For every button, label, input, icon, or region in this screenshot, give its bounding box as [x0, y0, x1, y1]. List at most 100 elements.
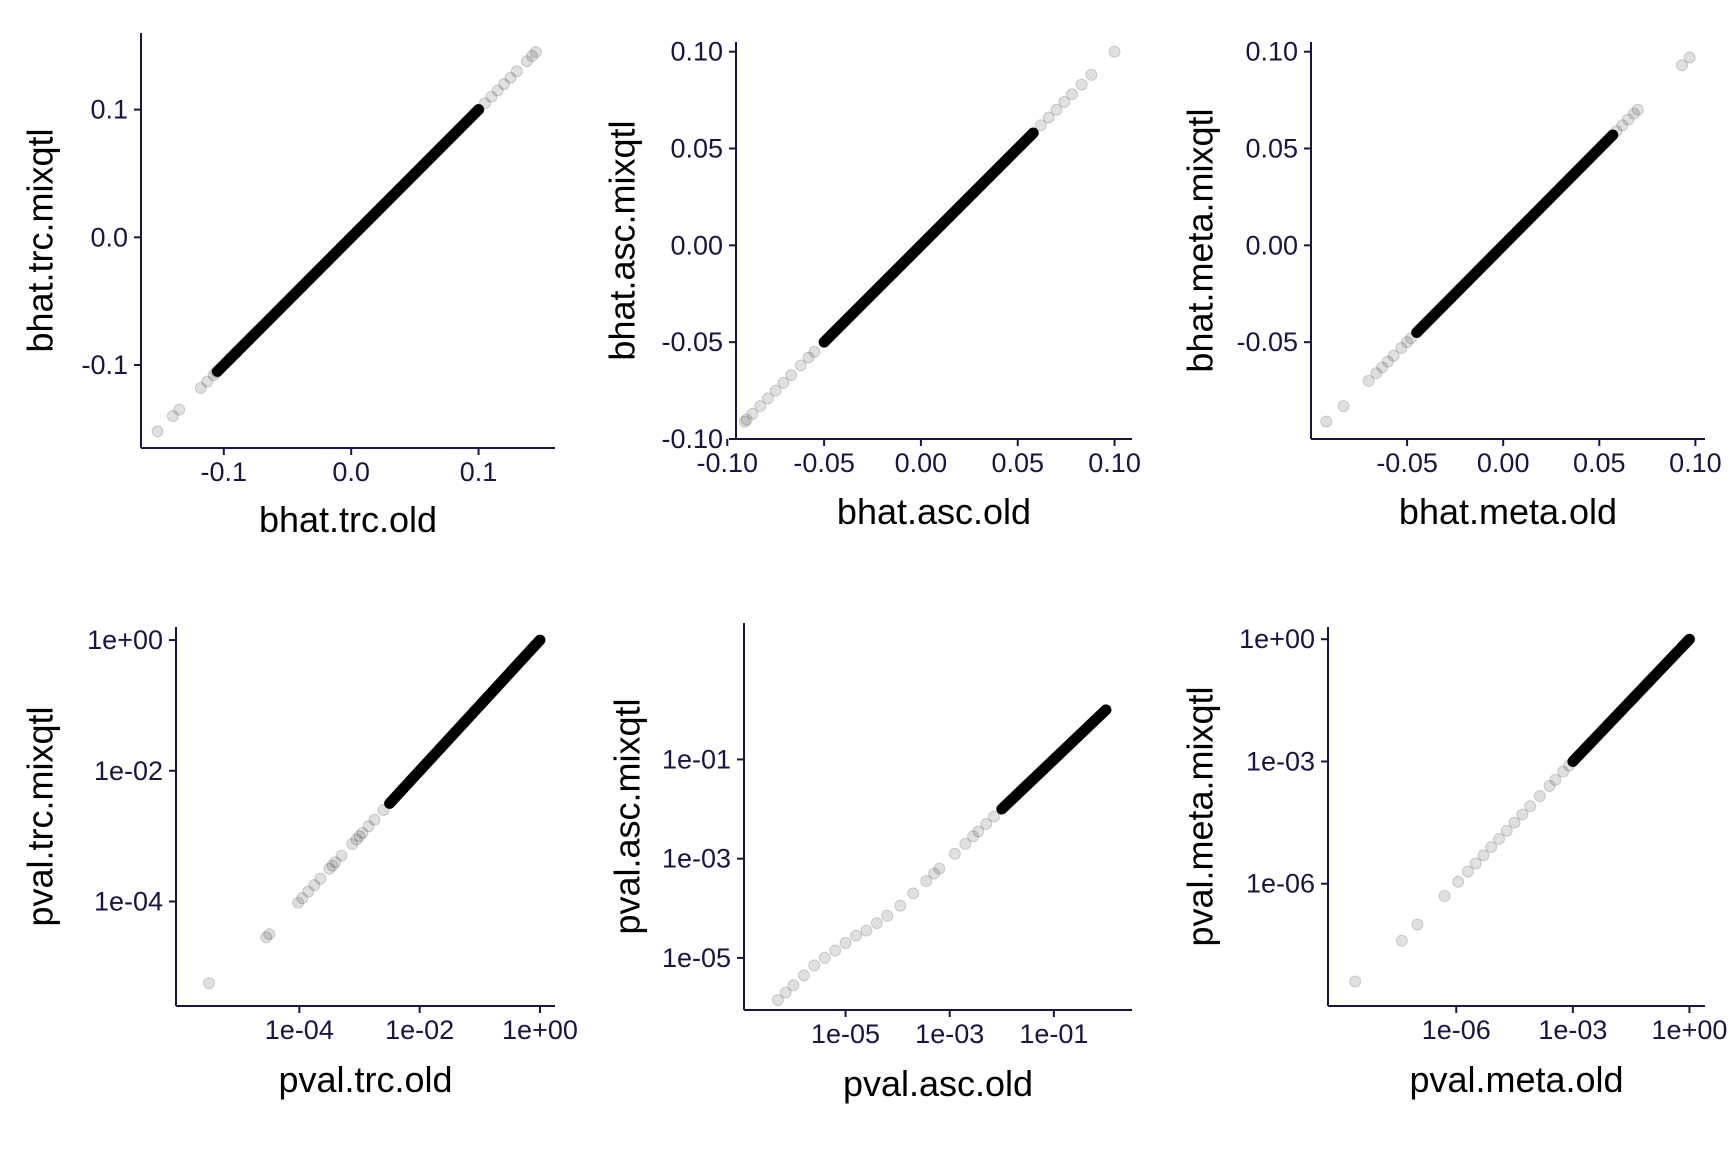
data-point — [1683, 51, 1696, 64]
data-point — [302, 885, 315, 898]
data-point — [1627, 107, 1640, 120]
x-tick-label: 0.00 — [1477, 448, 1530, 478]
data-point — [353, 830, 366, 843]
y-tick-label: 0.00 — [1245, 230, 1298, 260]
y-tick-label: -0.1 — [81, 350, 128, 380]
data-point — [1058, 96, 1071, 109]
data-point — [350, 833, 363, 846]
x-axis-title: bhat.meta.old — [1399, 491, 1617, 532]
x-tick-label: 0.00 — [895, 448, 948, 478]
y-tick-label: 1e-02 — [94, 756, 163, 786]
points-group — [1320, 51, 1696, 428]
data-point — [520, 55, 533, 68]
scatter-panel-5: 1e-05 1e-03 1e-01 1e-05 1e-03 1e-01 pval.asc.o… — [607, 623, 1132, 1104]
dense-points-band — [211, 104, 485, 377]
data-point — [201, 375, 214, 388]
data-point — [1616, 119, 1629, 132]
data-point — [881, 909, 894, 922]
data-point — [1381, 355, 1394, 368]
data-point — [761, 392, 774, 405]
scatter-panel-3: -0.05 0.00 0.05 0.10 -0.05 0.00 0.05 0.10 bhat.m… — [1180, 37, 1722, 532]
y-tick-label: 1e-03 — [662, 844, 731, 874]
data-point — [362, 820, 375, 833]
data-point — [329, 856, 342, 869]
data-point — [948, 847, 961, 860]
data-point — [314, 872, 327, 885]
data-point — [1362, 374, 1375, 387]
x-tick-label: -0.1 — [201, 457, 248, 487]
y-tick-label: 0.1 — [90, 95, 128, 125]
y-tick-label: 1e-05 — [662, 943, 731, 973]
y-tick-label: 0.10 — [670, 37, 723, 67]
points-group — [771, 704, 1112, 1007]
data-point — [1411, 918, 1424, 931]
data-point — [1337, 400, 1350, 413]
data-point — [870, 917, 883, 930]
data-point — [1075, 78, 1088, 91]
data-point — [368, 813, 381, 826]
scatter-panel-2: -0.10 -0.05 0.00 0.05 0.10 -0.10 -0.05 0.00 0.05… — [602, 37, 1141, 532]
data-point — [498, 78, 511, 91]
data-point — [794, 359, 807, 372]
y-tick-label: 1e+00 — [87, 625, 163, 655]
data-point — [323, 862, 336, 875]
x-tick-label: -0.05 — [1376, 448, 1438, 478]
data-point — [1376, 361, 1389, 374]
data-point — [1533, 790, 1546, 803]
data-point — [1516, 808, 1529, 821]
data-point — [1508, 816, 1521, 829]
y-tick-label: -0.05 — [661, 327, 723, 357]
data-point — [263, 928, 276, 941]
data-point — [346, 837, 359, 850]
data-point — [802, 351, 815, 364]
data-point — [907, 887, 920, 900]
data-point — [1461, 865, 1474, 878]
data-point — [746, 407, 759, 420]
data-point — [777, 376, 790, 389]
points-group — [203, 634, 546, 990]
data-point — [1401, 336, 1414, 349]
x-tick-label: 1e+00 — [502, 1015, 578, 1045]
data-point — [920, 875, 933, 887]
data-point — [335, 849, 348, 862]
data-point — [933, 862, 946, 875]
x-tick-label: 1e-04 — [265, 1015, 334, 1045]
x-tick-label: 0.05 — [991, 448, 1044, 478]
data-point — [1469, 857, 1482, 870]
data-point — [1438, 889, 1451, 902]
y-tick-label: 0.0 — [90, 222, 128, 252]
data-point — [818, 951, 831, 964]
x-tick-label: 1e-01 — [1019, 1019, 1088, 1049]
x-axis-title: bhat.asc.old — [837, 491, 1031, 532]
data-point — [203, 977, 216, 990]
y-tick-label: -0.05 — [1236, 327, 1298, 357]
points-group — [151, 46, 542, 438]
x-tick-label: 1e-03 — [1538, 1015, 1607, 1045]
data-point — [1108, 45, 1121, 58]
data-point — [1631, 103, 1644, 116]
data-point — [1485, 841, 1498, 854]
data-point — [1085, 68, 1098, 81]
scatter-panel-6: 1e-06 1e-03 1e+00 1e-06 1e-03 1e+00 pval.meta.… — [1180, 624, 1728, 1100]
data-point — [839, 937, 852, 950]
x-axis-title: pval.trc.old — [278, 1059, 452, 1100]
dense-points-band — [1567, 633, 1695, 767]
data-point — [478, 97, 491, 110]
data-point — [797, 969, 810, 982]
data-point — [1349, 975, 1362, 988]
data-point — [224, 352, 237, 365]
data-point — [1500, 824, 1513, 837]
x-tick-label: 1e-06 — [1422, 1015, 1491, 1045]
x-axis-title: pval.asc.old — [843, 1063, 1033, 1104]
data-point — [173, 403, 186, 416]
data-point — [1042, 111, 1055, 124]
data-point — [1050, 103, 1063, 116]
dense-points-band — [1411, 129, 1619, 338]
data-point — [829, 944, 842, 957]
data-point — [849, 929, 862, 942]
x-tick-label: 0.10 — [1669, 448, 1722, 478]
data-point — [808, 959, 821, 972]
data-point — [377, 803, 390, 816]
data-point — [769, 384, 782, 397]
x-tick-label: 0.05 — [1573, 448, 1626, 478]
